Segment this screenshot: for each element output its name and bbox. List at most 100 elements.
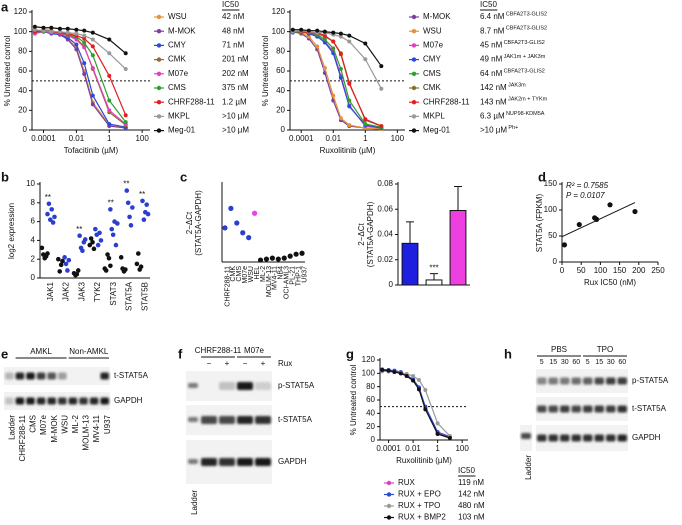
legend-ic50: 480 nM (458, 501, 485, 510)
data-point (57, 269, 63, 274)
data-point (130, 205, 135, 210)
data-point (293, 251, 299, 257)
data-point (60, 258, 65, 264)
y-axis-title: log2 expression (7, 203, 16, 259)
legend-label: M07e (423, 41, 444, 50)
data-point (322, 29, 327, 34)
legend-marker (411, 43, 417, 48)
data-point (77, 233, 82, 238)
blot-band (219, 416, 235, 424)
data-point (363, 41, 368, 46)
legend-ic50: 103 nM (458, 513, 485, 522)
blot-band (560, 377, 570, 385)
y-tick-label: 0.04 (377, 230, 393, 239)
data-point (322, 40, 327, 45)
blot-background (4, 392, 110, 410)
legend-marker (411, 100, 417, 105)
significance: *** (429, 264, 438, 273)
legend-ic50: 142 nM (480, 83, 507, 92)
x-tick-label: CMS (236, 266, 243, 282)
blot-band (560, 434, 570, 442)
data-point (58, 262, 64, 268)
data-point (82, 61, 87, 66)
row-label: GAPDH (278, 457, 307, 466)
y-axis-title: % Untreated control (261, 35, 270, 106)
blot-band (237, 416, 253, 424)
blot-band (594, 405, 604, 413)
blot-band (617, 405, 627, 413)
data-point (90, 44, 95, 49)
legend-marker (156, 85, 162, 91)
blot-band (201, 416, 217, 424)
x-tick-label: NB4 (278, 266, 285, 280)
data-point (66, 257, 72, 263)
blot-band (100, 397, 109, 405)
blot-band (571, 405, 581, 413)
legend-label: CMK (168, 55, 186, 64)
series-line (34, 26, 127, 54)
x-tick-label: CHRF288-11 (224, 266, 231, 307)
data-point (75, 268, 81, 273)
blot-band (58, 397, 67, 405)
blot-band (237, 382, 253, 390)
data-point (57, 29, 62, 34)
y-tick-label: 20 (18, 105, 27, 114)
data-point (118, 255, 124, 260)
blot-band (255, 382, 271, 390)
data-point (331, 30, 336, 35)
data-point (41, 28, 46, 33)
blot-band (188, 383, 198, 388)
blot-band (100, 372, 109, 380)
x-tick-label: 0.01 (325, 134, 341, 143)
data-point (416, 387, 421, 392)
data-point (416, 378, 421, 382)
y-tick-label: 40 (18, 86, 27, 95)
bar (425, 279, 443, 286)
data-point (49, 207, 54, 212)
data-point (347, 104, 352, 109)
blot-band (188, 417, 198, 422)
lane-label: CMS (29, 415, 38, 433)
y-tick-label: 150 (544, 179, 558, 188)
time-label: 15 (595, 359, 603, 366)
x-tick-label: PL-21 (290, 266, 297, 285)
y-tick-label: 80 (366, 382, 375, 391)
data-point (109, 226, 115, 232)
legend-label: CMS (168, 83, 186, 92)
data-point (82, 237, 88, 242)
data-point (90, 239, 95, 245)
legend-ic50: 48 nM (222, 26, 245, 35)
legend-ic50: 45 nM (480, 41, 503, 50)
row-label: t-STAT5A (114, 371, 149, 380)
data-point (593, 216, 600, 222)
treatment-sign: + (225, 359, 230, 368)
legend-marker (411, 29, 417, 34)
lane-label: MV4-11 (92, 414, 101, 442)
data-point (315, 28, 320, 33)
blot-band (255, 416, 271, 424)
blot-band (606, 405, 616, 413)
blot-band (617, 377, 627, 385)
x-tick-label: STAT5B (140, 282, 149, 311)
data-point (347, 39, 352, 44)
data-point (107, 122, 112, 127)
data-point (103, 268, 109, 273)
y-tick-label: 60 (366, 395, 375, 404)
data-point (65, 268, 70, 273)
blot-band (201, 458, 217, 466)
y-tick-label: 120 (14, 7, 28, 16)
data-point (62, 255, 67, 260)
y-tick-label: 40 (366, 408, 375, 417)
legend-note: NUP98-KDM5A (506, 111, 545, 117)
legend-header: IC50 (480, 0, 497, 9)
significance: ** (108, 198, 114, 207)
data-point (107, 73, 112, 78)
row-label: GAPDH (632, 433, 661, 442)
y-axis-title: (STAT5A-GAPDH) (194, 190, 203, 256)
data-point (107, 108, 112, 113)
data-point (299, 250, 305, 256)
x-axis-title: Ruxolitinib (µM) (396, 456, 452, 465)
x-tick-label: 0.01 (69, 134, 85, 143)
data-point (299, 27, 304, 32)
legend-label: M-MOK (168, 26, 196, 35)
